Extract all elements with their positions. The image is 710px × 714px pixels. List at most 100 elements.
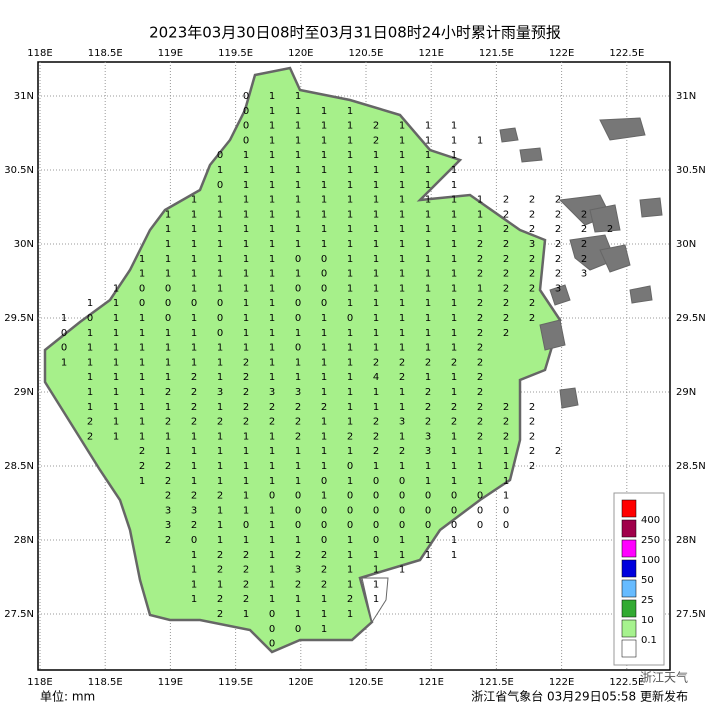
value-label: 1: [269, 535, 275, 546]
value-label: 0: [295, 298, 301, 309]
value-label: 0: [217, 328, 223, 339]
value-label: 1: [113, 387, 119, 398]
value-label: 1: [373, 298, 379, 309]
value-label: 2: [529, 269, 535, 280]
value-label: 1: [399, 121, 405, 132]
value-label: 0: [321, 535, 327, 546]
value-label: 2: [451, 417, 457, 428]
value-label: 2: [243, 417, 249, 428]
value-label: 0: [321, 520, 327, 531]
value-label: 1: [191, 328, 197, 339]
value-label: 1: [139, 357, 145, 368]
lon-label: 122.5E: [609, 48, 644, 59]
value-label: 1: [243, 476, 249, 487]
legend: 400 250 100 50 25 10 0.1: [613, 492, 665, 666]
value-label: 0: [295, 505, 301, 516]
value-label: 2: [529, 283, 535, 294]
value-label: 1: [139, 387, 145, 398]
lat-label: 27.5N: [4, 609, 34, 620]
value-label: 1: [451, 254, 457, 265]
value-label: 1: [295, 195, 301, 206]
lat-label: 28N: [14, 535, 34, 546]
value-label: 2: [477, 343, 483, 354]
value-label: 1: [243, 535, 249, 546]
lon-label: 118.5E: [88, 48, 123, 59]
value-label: 1: [321, 209, 327, 220]
value-label: 1: [321, 195, 327, 206]
value-label: 1: [87, 402, 93, 413]
value-label: 1: [373, 343, 379, 354]
value-label: 0: [243, 135, 249, 146]
value-label: 2: [373, 121, 379, 132]
value-label: 1: [295, 239, 301, 250]
value-label: 2: [373, 135, 379, 146]
value-label: 2: [243, 357, 249, 368]
lat-label: 28.5N: [676, 461, 706, 472]
value-label: 0: [295, 254, 301, 265]
value-label: 0: [451, 505, 457, 516]
value-label: 1: [373, 594, 379, 605]
value-label: 2: [529, 431, 535, 442]
value-label: 0: [399, 491, 405, 502]
value-label: 1: [61, 313, 67, 324]
value-label: 1: [321, 461, 327, 472]
value-label: 1: [425, 209, 431, 220]
value-label: 2: [555, 239, 561, 250]
value-label: 3: [581, 269, 587, 280]
legend-label: 10: [641, 615, 654, 626]
value-label: 2: [191, 491, 197, 502]
value-label: 2: [269, 402, 275, 413]
lat-label: 29.5N: [4, 313, 34, 324]
value-label: 1: [321, 150, 327, 161]
value-label: 0: [373, 520, 379, 531]
value-label: 1: [191, 254, 197, 265]
value-label: 0: [139, 283, 145, 294]
value-label: 2: [477, 269, 483, 280]
value-label: 2: [321, 565, 327, 576]
value-label: 2: [477, 387, 483, 398]
value-label: 0: [295, 491, 301, 502]
value-label: 1: [269, 269, 275, 280]
value-label: 2: [581, 224, 587, 235]
value-label: 1: [165, 224, 171, 235]
value-label: 1: [373, 254, 379, 265]
value-label: 1: [87, 372, 93, 383]
value-label: 1: [425, 269, 431, 280]
value-label: 1: [451, 461, 457, 472]
value-label: 2: [217, 417, 223, 428]
value-label: 1: [425, 372, 431, 383]
value-label: 1: [425, 328, 431, 339]
value-label: 1: [399, 328, 405, 339]
value-label: 1: [451, 224, 457, 235]
value-label: 1: [139, 328, 145, 339]
value-label: 2: [425, 402, 431, 413]
value-label: 1: [399, 402, 405, 413]
value-label: 0: [243, 91, 249, 102]
value-label: 1: [503, 461, 509, 472]
legend-swatch: [621, 499, 637, 518]
value-label: 1: [373, 402, 379, 413]
value-label: 0: [61, 343, 67, 354]
value-label: 1: [347, 121, 353, 132]
value-label: 0: [191, 535, 197, 546]
value-label: 2: [503, 313, 509, 324]
value-label: 1: [373, 224, 379, 235]
value-label: 0: [425, 491, 431, 502]
value-label: 2: [243, 594, 249, 605]
value-label: 2: [581, 239, 587, 250]
value-label: 1: [243, 283, 249, 294]
lat-label: 27.5N: [676, 609, 706, 620]
value-label: 0: [269, 609, 275, 620]
value-label: 0: [243, 106, 249, 117]
value-label: 1: [373, 165, 379, 176]
value-label: 1: [191, 476, 197, 487]
lon-label: 120E: [288, 48, 313, 59]
value-label: 1: [425, 283, 431, 294]
value-label: 3: [295, 387, 301, 398]
value-label: 1: [243, 239, 249, 250]
value-label: 0: [477, 505, 483, 516]
value-label: 0: [373, 505, 379, 516]
value-label: 2: [191, 372, 197, 383]
lat-labels: 31N 31N 30.5N 30.5N 30N 30N 29.5N 29.5N 29N 29N 28…: [4, 91, 706, 620]
value-label: 1: [217, 535, 223, 546]
